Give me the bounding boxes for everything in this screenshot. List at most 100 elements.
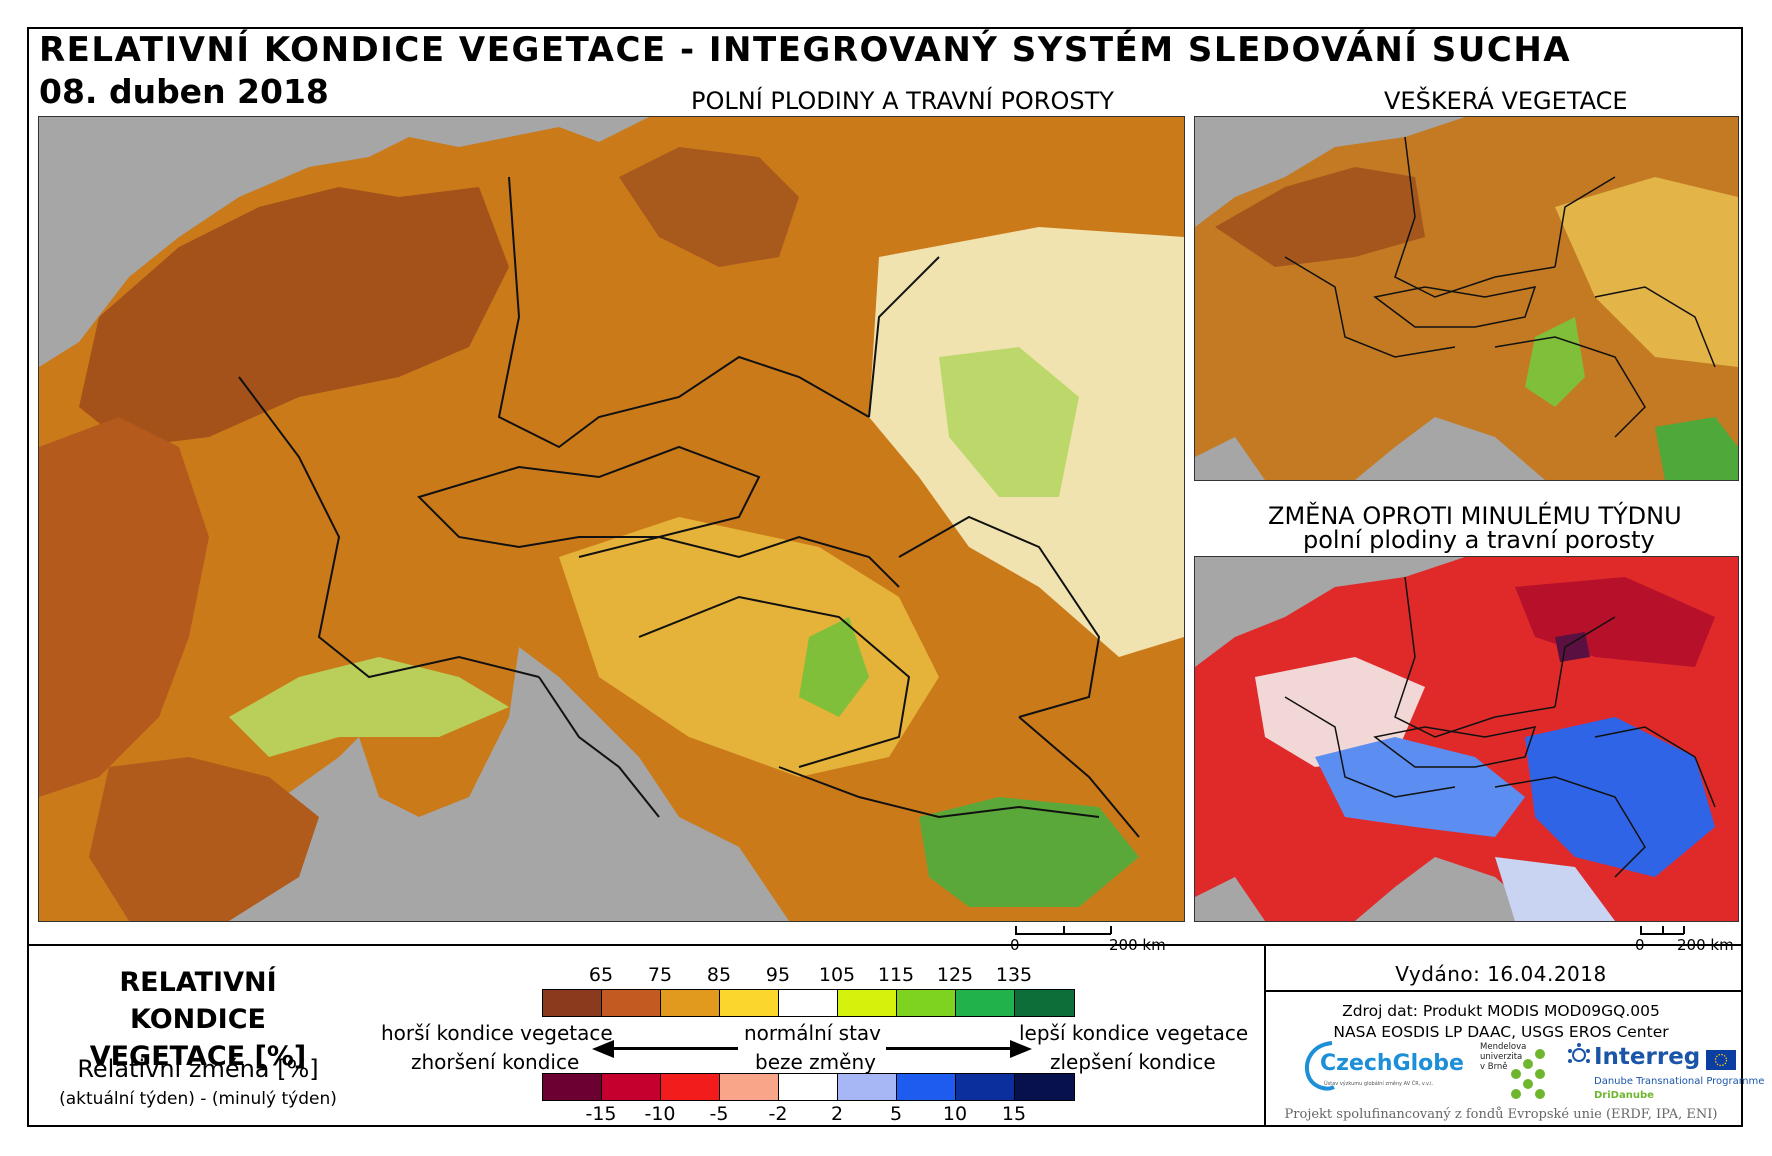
condition-color-swatch-0 — [543, 990, 602, 1016]
scalebar-tick — [1662, 926, 1664, 934]
land-dark-spot — [1555, 632, 1590, 662]
data-source-line-2: NASA EOSDIS LP DAAC, USGS EROS Center — [1333, 1023, 1669, 1041]
mendel-dots-icon — [1511, 1049, 1545, 1099]
change-tick-label: 2 — [830, 1103, 844, 1125]
condition-tick-label: 105 — [818, 964, 856, 986]
change-tick-label: 5 — [889, 1103, 903, 1125]
condition-tick-label: 125 — [936, 964, 974, 986]
change-map-title: ZMĚNA OPROTI MINULÉMU TÝDNU — [1268, 502, 1682, 530]
land-green-east — [939, 347, 1079, 497]
worse-condition-label: horší kondice vegetace — [381, 1021, 613, 1045]
change-color-swatch-5 — [838, 1074, 897, 1100]
issued-date: Vydáno: 16.04.2018 — [1395, 962, 1607, 986]
change-color-swatch-3 — [720, 1074, 779, 1100]
condition-tick-label: 85 — [706, 964, 732, 986]
condition-tick-label: 95 — [765, 964, 791, 986]
change-color-swatch-8 — [1015, 1074, 1074, 1100]
divider-vertical — [1264, 944, 1266, 1127]
scalebar-zero: 0 — [1010, 936, 1020, 954]
legend-title-line-2: VEGETACE [%] — [89, 1041, 307, 1072]
legend-title-line-1: RELATIVNÍ KONDICE — [119, 967, 277, 1035]
change-color-swatch-1 — [602, 1074, 661, 1100]
dridanube-label: DriDanube — [1594, 1090, 1654, 1101]
divider-top — [27, 944, 1743, 946]
main-vegetation-map — [38, 116, 1185, 922]
data-source-line-1: Zdroj dat: Produkt MODIS MOD09GQ.005 — [1342, 1002, 1660, 1020]
condition-color-swatch-3 — [720, 990, 779, 1016]
arrow-right-head — [1010, 1040, 1032, 1058]
land-white-balkans — [1495, 857, 1615, 921]
condition-color-swatch-4 — [779, 990, 838, 1016]
all-vegetation-map — [1194, 116, 1739, 481]
land-dark-italy — [89, 757, 319, 921]
land-yellow-center — [559, 517, 939, 777]
scalebar-tick — [1063, 926, 1065, 934]
arrow-right-shaft — [886, 1047, 1010, 1050]
land-green-balkans — [1655, 417, 1738, 480]
change-color-swatch-4 — [779, 1074, 838, 1100]
interreg-logo: Interreg Danube Transnational Programme … — [1566, 1040, 1764, 1106]
scalebar-label: 200 km — [1677, 936, 1734, 954]
land-blue-central — [1315, 737, 1525, 837]
country-borders — [1284, 576, 1716, 878]
small-scalebar: 0 200 km — [1635, 924, 1740, 954]
all-vegetation-title: VEŠKERÁ VEGETACE — [1384, 87, 1628, 115]
land-dark-north — [79, 187, 509, 447]
normal-state-label: normální stav — [744, 1021, 882, 1045]
change-color-swatch-6 — [897, 1074, 956, 1100]
scalebar-tick — [1015, 926, 1017, 934]
land-dark-poland — [619, 147, 799, 267]
condition-tick-label: 115 — [877, 964, 915, 986]
change-color-swatch-0 — [543, 1074, 602, 1100]
weekly-change-map — [1194, 556, 1739, 922]
legend-change-title: Relativní změna [%] — [77, 1055, 319, 1083]
land-dark-north — [1215, 167, 1425, 267]
scalebar-tick — [1640, 926, 1642, 934]
change-tick-label: -10 — [644, 1103, 676, 1125]
mendel-university-logo: Mendelova univerzita v Brně — [1478, 1042, 1570, 1102]
mendel-university-name: Mendelova univerzita v Brně — [1480, 1042, 1527, 1072]
eu-flag-icon — [1706, 1050, 1736, 1070]
condition-tick-label: 65 — [588, 964, 614, 986]
main-scalebar: 0 200 km — [1010, 924, 1180, 954]
scalebar-tick — [1683, 926, 1685, 934]
interreg-programme: Danube Transnational Programme — [1594, 1076, 1765, 1087]
scalebar-tick — [1110, 926, 1112, 934]
scalebar-label: 200 km — [1109, 936, 1166, 954]
change-tick-label: 10 — [942, 1103, 968, 1125]
land-light-east — [1555, 177, 1738, 367]
country-borders — [1284, 136, 1716, 438]
divider-info — [1264, 990, 1743, 992]
scalebar-line — [1640, 933, 1684, 935]
legend-change-formula: (aktuální týden) - (minulý týden) — [59, 1089, 337, 1109]
change-tick-label: -2 — [768, 1103, 788, 1125]
eu-funding-footer: Projekt spolufinancovaný z fondů Evropsk… — [1284, 1107, 1718, 1122]
arrow-left-head — [592, 1040, 614, 1058]
legend-title: RELATIVNÍ KONDICE VEGETACE [%] — [48, 964, 348, 1075]
land-green-balkans — [919, 797, 1139, 907]
change-color-swatch-7 — [956, 1074, 1015, 1100]
map-title: RELATIVNÍ KONDICE VEGETACE - INTEGROVANÝ… — [39, 30, 1572, 70]
data-source: Zdroj dat: Produkt MODIS MOD09GQ.005 NAS… — [1266, 1001, 1736, 1043]
czechglobe-wordmark: CzechGlobe — [1320, 1051, 1464, 1076]
scalebar-line — [1015, 933, 1111, 935]
czechglobe-logo: CzechGlobe Ústav výzkumu globální změny … — [1302, 1039, 1472, 1097]
land-blue-east — [1525, 717, 1715, 877]
all-vegetation-map-svg — [1195, 117, 1738, 480]
czechglobe-tagline: Ústav výzkumu globální změny AV ČR, v.v.… — [1324, 1081, 1434, 1087]
main-map-svg — [39, 117, 1184, 921]
condition-color-swatch-1 — [602, 990, 661, 1016]
change-map-subtitle: polní plodiny a travní porosty — [1303, 526, 1655, 554]
worsening-label: zhoršení kondice — [411, 1050, 580, 1074]
change-tick-label: -5 — [709, 1103, 729, 1125]
scalebar-zero: 0 — [1635, 936, 1645, 954]
country-borders — [238, 176, 1140, 838]
main-map-title: POLNÍ PLODINY A TRAVNÍ POROSTY — [691, 87, 1114, 115]
change-tick-label: 15 — [1001, 1103, 1027, 1125]
condition-color-swatch-5 — [838, 990, 897, 1016]
map-date: 08. duben 2018 — [39, 72, 329, 111]
land-white-mix — [1255, 657, 1425, 767]
condition-color-swatch-6 — [897, 990, 956, 1016]
change-colorbar — [542, 1073, 1075, 1101]
interreg-wordmark: Interreg — [1594, 1044, 1701, 1070]
